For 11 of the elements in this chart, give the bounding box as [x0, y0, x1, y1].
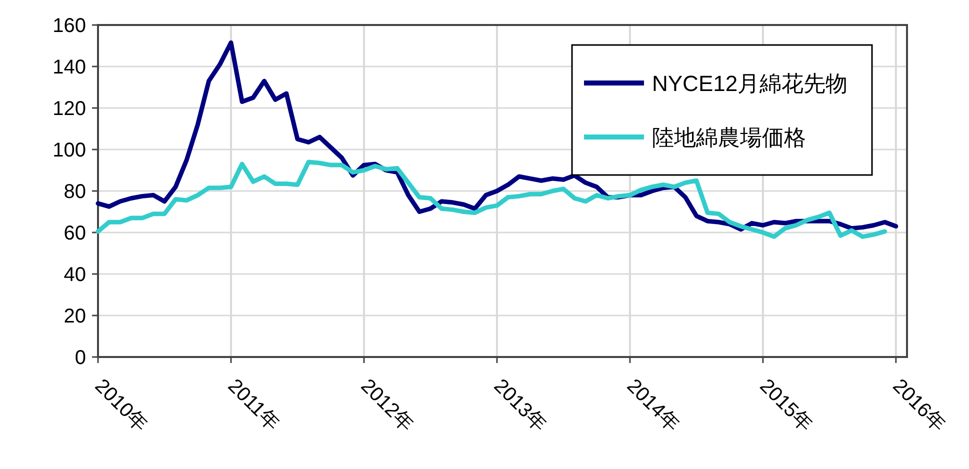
legend-label: 陸地綿農場価格 — [652, 125, 806, 150]
y-tick-label: 60 — [64, 222, 86, 244]
y-tick-label: 160 — [52, 15, 86, 37]
y-tick-label: 40 — [64, 264, 86, 286]
y-tick-label: 20 — [64, 306, 86, 328]
y-tick-label: 0 — [74, 347, 86, 369]
y-tick-label: 120 — [52, 98, 86, 120]
y-tick-label: 140 — [52, 56, 86, 78]
legend-label: NYCE12月綿花先物 — [652, 71, 848, 96]
y-tick-label: 80 — [64, 181, 86, 203]
y-tick-label: 100 — [52, 140, 86, 162]
